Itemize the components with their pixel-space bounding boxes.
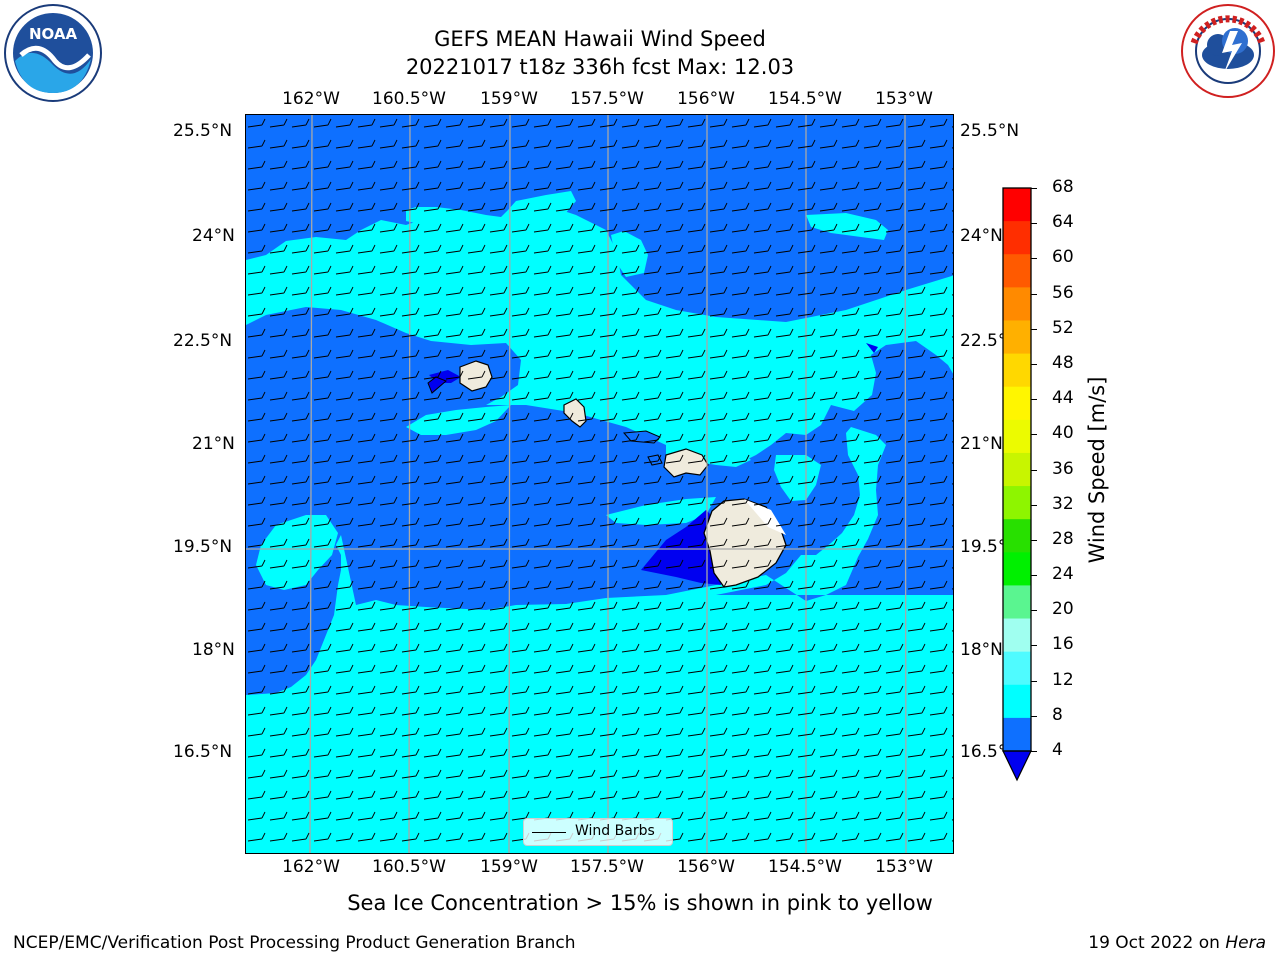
colorbar-segment bbox=[1003, 684, 1031, 719]
map-legend: Wind Barbs bbox=[523, 818, 673, 846]
colorbar-tick bbox=[1031, 469, 1037, 471]
colorbar-tick-label: 24 bbox=[1052, 564, 1074, 585]
lat-label-left: 24°N bbox=[192, 226, 235, 246]
lon-label-bottom: 162°W bbox=[282, 857, 340, 877]
lat-label-left: 19.5°N bbox=[173, 537, 233, 557]
colorbar-tick bbox=[1031, 188, 1037, 189]
colorbar-tick bbox=[1031, 751, 1037, 752]
colorbar-tick-label: 16 bbox=[1052, 634, 1074, 655]
lon-label-top: 153°W bbox=[875, 89, 933, 109]
colorbar-tick bbox=[1031, 539, 1037, 541]
wind-barbs bbox=[246, 115, 953, 853]
lon-label-top: 156°W bbox=[677, 89, 735, 109]
footer-machine: Hera bbox=[1225, 933, 1266, 953]
colorbar-tick-label: 48 bbox=[1052, 352, 1074, 373]
lat-label-right: 24°N bbox=[960, 226, 1003, 246]
lat-label-right: 18°N bbox=[960, 640, 1003, 660]
colorbar-segment bbox=[1003, 287, 1031, 321]
colorbar-segment bbox=[1003, 651, 1031, 686]
colorbar-segment bbox=[1003, 254, 1031, 288]
lon-label-bottom: 160.5°W bbox=[372, 857, 446, 877]
map-panel bbox=[245, 114, 954, 854]
colorbar-tick bbox=[1031, 575, 1037, 577]
colorbar-tick bbox=[1031, 645, 1037, 647]
lon-label-top: 157.5°W bbox=[570, 89, 644, 109]
colorbar-tick-label: 28 bbox=[1052, 528, 1074, 549]
lon-label-bottom: 153°W bbox=[875, 857, 933, 877]
colorbar-tick bbox=[1031, 504, 1037, 506]
colorbar-label: Wind Speed [m/s] bbox=[1085, 376, 1109, 564]
svg-text:NOAA: NOAA bbox=[29, 25, 78, 43]
colorbar-segment bbox=[1003, 585, 1031, 620]
colorbar-tick-label: 52 bbox=[1052, 317, 1074, 338]
colorbar-tick bbox=[1031, 399, 1037, 401]
legend-label: Wind Barbs bbox=[575, 823, 655, 839]
nws-logo bbox=[1181, 4, 1275, 98]
colorbar-segment bbox=[1003, 717, 1031, 752]
footer-date: 19 Oct 2022 on Hera bbox=[1088, 933, 1266, 953]
colorbar-tick bbox=[1031, 363, 1037, 365]
colorbar-segment bbox=[1003, 320, 1031, 355]
colorbar-tick-label: 56 bbox=[1052, 282, 1074, 303]
colorbar-segment bbox=[1003, 552, 1031, 586]
sea-ice-note-text: Sea Ice Concentration > 15% is shown in … bbox=[347, 891, 933, 915]
lon-label-bottom: 157.5°W bbox=[570, 857, 644, 877]
colorbar-tick bbox=[1031, 680, 1037, 682]
colorbar-tick-label: 20 bbox=[1052, 599, 1074, 620]
lon-label-bottom: 159°W bbox=[480, 857, 538, 877]
noaa-logo: NOAA bbox=[4, 4, 102, 102]
colorbar-tick bbox=[1031, 223, 1037, 225]
colorbar-tick bbox=[1031, 293, 1037, 295]
colorbar-tick bbox=[1031, 328, 1037, 330]
chart-title: GEFS MEAN Hawaii Wind Speed bbox=[434, 27, 766, 51]
legend-line-swatch bbox=[532, 832, 566, 833]
lat-label-right: 21°N bbox=[960, 434, 1003, 454]
colorbar-segment bbox=[1003, 353, 1031, 388]
colorbar-tick-label: 64 bbox=[1052, 212, 1074, 233]
colorbar-extend-below bbox=[1002, 750, 1032, 782]
lat-label-left: 16.5°N bbox=[173, 742, 233, 762]
lon-label-bottom: 156°W bbox=[677, 857, 735, 877]
lat-label-left: 25.5°N bbox=[173, 121, 233, 141]
lat-label-right: 25.5°N bbox=[960, 121, 1020, 141]
colorbar-segment bbox=[1003, 188, 1031, 222]
colorbar-tick-label: 8 bbox=[1052, 704, 1063, 725]
colorbar-segment bbox=[1003, 221, 1031, 255]
lon-label-top: 160.5°W bbox=[372, 89, 446, 109]
lon-label-top: 154.5°W bbox=[768, 89, 842, 109]
colorbar-tick bbox=[1031, 715, 1037, 717]
colorbar-tick-label: 68 bbox=[1052, 177, 1074, 197]
lat-label-left: 22.5°N bbox=[173, 331, 233, 351]
colorbar-tick-label: 44 bbox=[1052, 388, 1074, 409]
lon-label-top: 159°W bbox=[480, 89, 538, 109]
footer-date-text: 19 Oct 2022 on bbox=[1088, 933, 1226, 953]
chart-subtitle: 20221017 t18z 336h fcst Max: 12.03 bbox=[405, 55, 795, 79]
colorbar bbox=[1002, 187, 1032, 782]
colorbar-segment bbox=[1003, 419, 1031, 454]
lon-label-bottom: 154.5°W bbox=[768, 857, 842, 877]
colorbar-segment bbox=[1003, 618, 1031, 653]
colorbar-segment bbox=[1003, 452, 1031, 487]
colorbar-tick-label: 40 bbox=[1052, 423, 1074, 444]
colorbar-tick-label: 36 bbox=[1052, 458, 1074, 479]
lon-label-top: 162°W bbox=[282, 89, 340, 109]
colorbar-tick bbox=[1031, 258, 1037, 260]
colorbar-tick-label: 12 bbox=[1052, 669, 1074, 690]
lat-label-left: 18°N bbox=[192, 640, 235, 660]
lat-label-left: 21°N bbox=[192, 434, 235, 454]
colorbar-segment bbox=[1003, 486, 1031, 520]
colorbar-tick-label: 4 bbox=[1052, 740, 1063, 760]
map-canvas bbox=[246, 115, 953, 853]
footer-credit: NCEP/EMC/Verification Post Processing Pr… bbox=[13, 933, 576, 953]
colorbar-tick-label: 60 bbox=[1052, 247, 1074, 268]
sea-ice-note: Sea Ice Concentration > 15% is shown in … bbox=[0, 891, 1280, 915]
colorbar-tick bbox=[1031, 610, 1037, 612]
colorbar-segment bbox=[1003, 519, 1031, 553]
colorbar-segment bbox=[1003, 386, 1031, 421]
colorbar-tick bbox=[1031, 434, 1037, 436]
colorbar-tick-label: 32 bbox=[1052, 493, 1074, 514]
